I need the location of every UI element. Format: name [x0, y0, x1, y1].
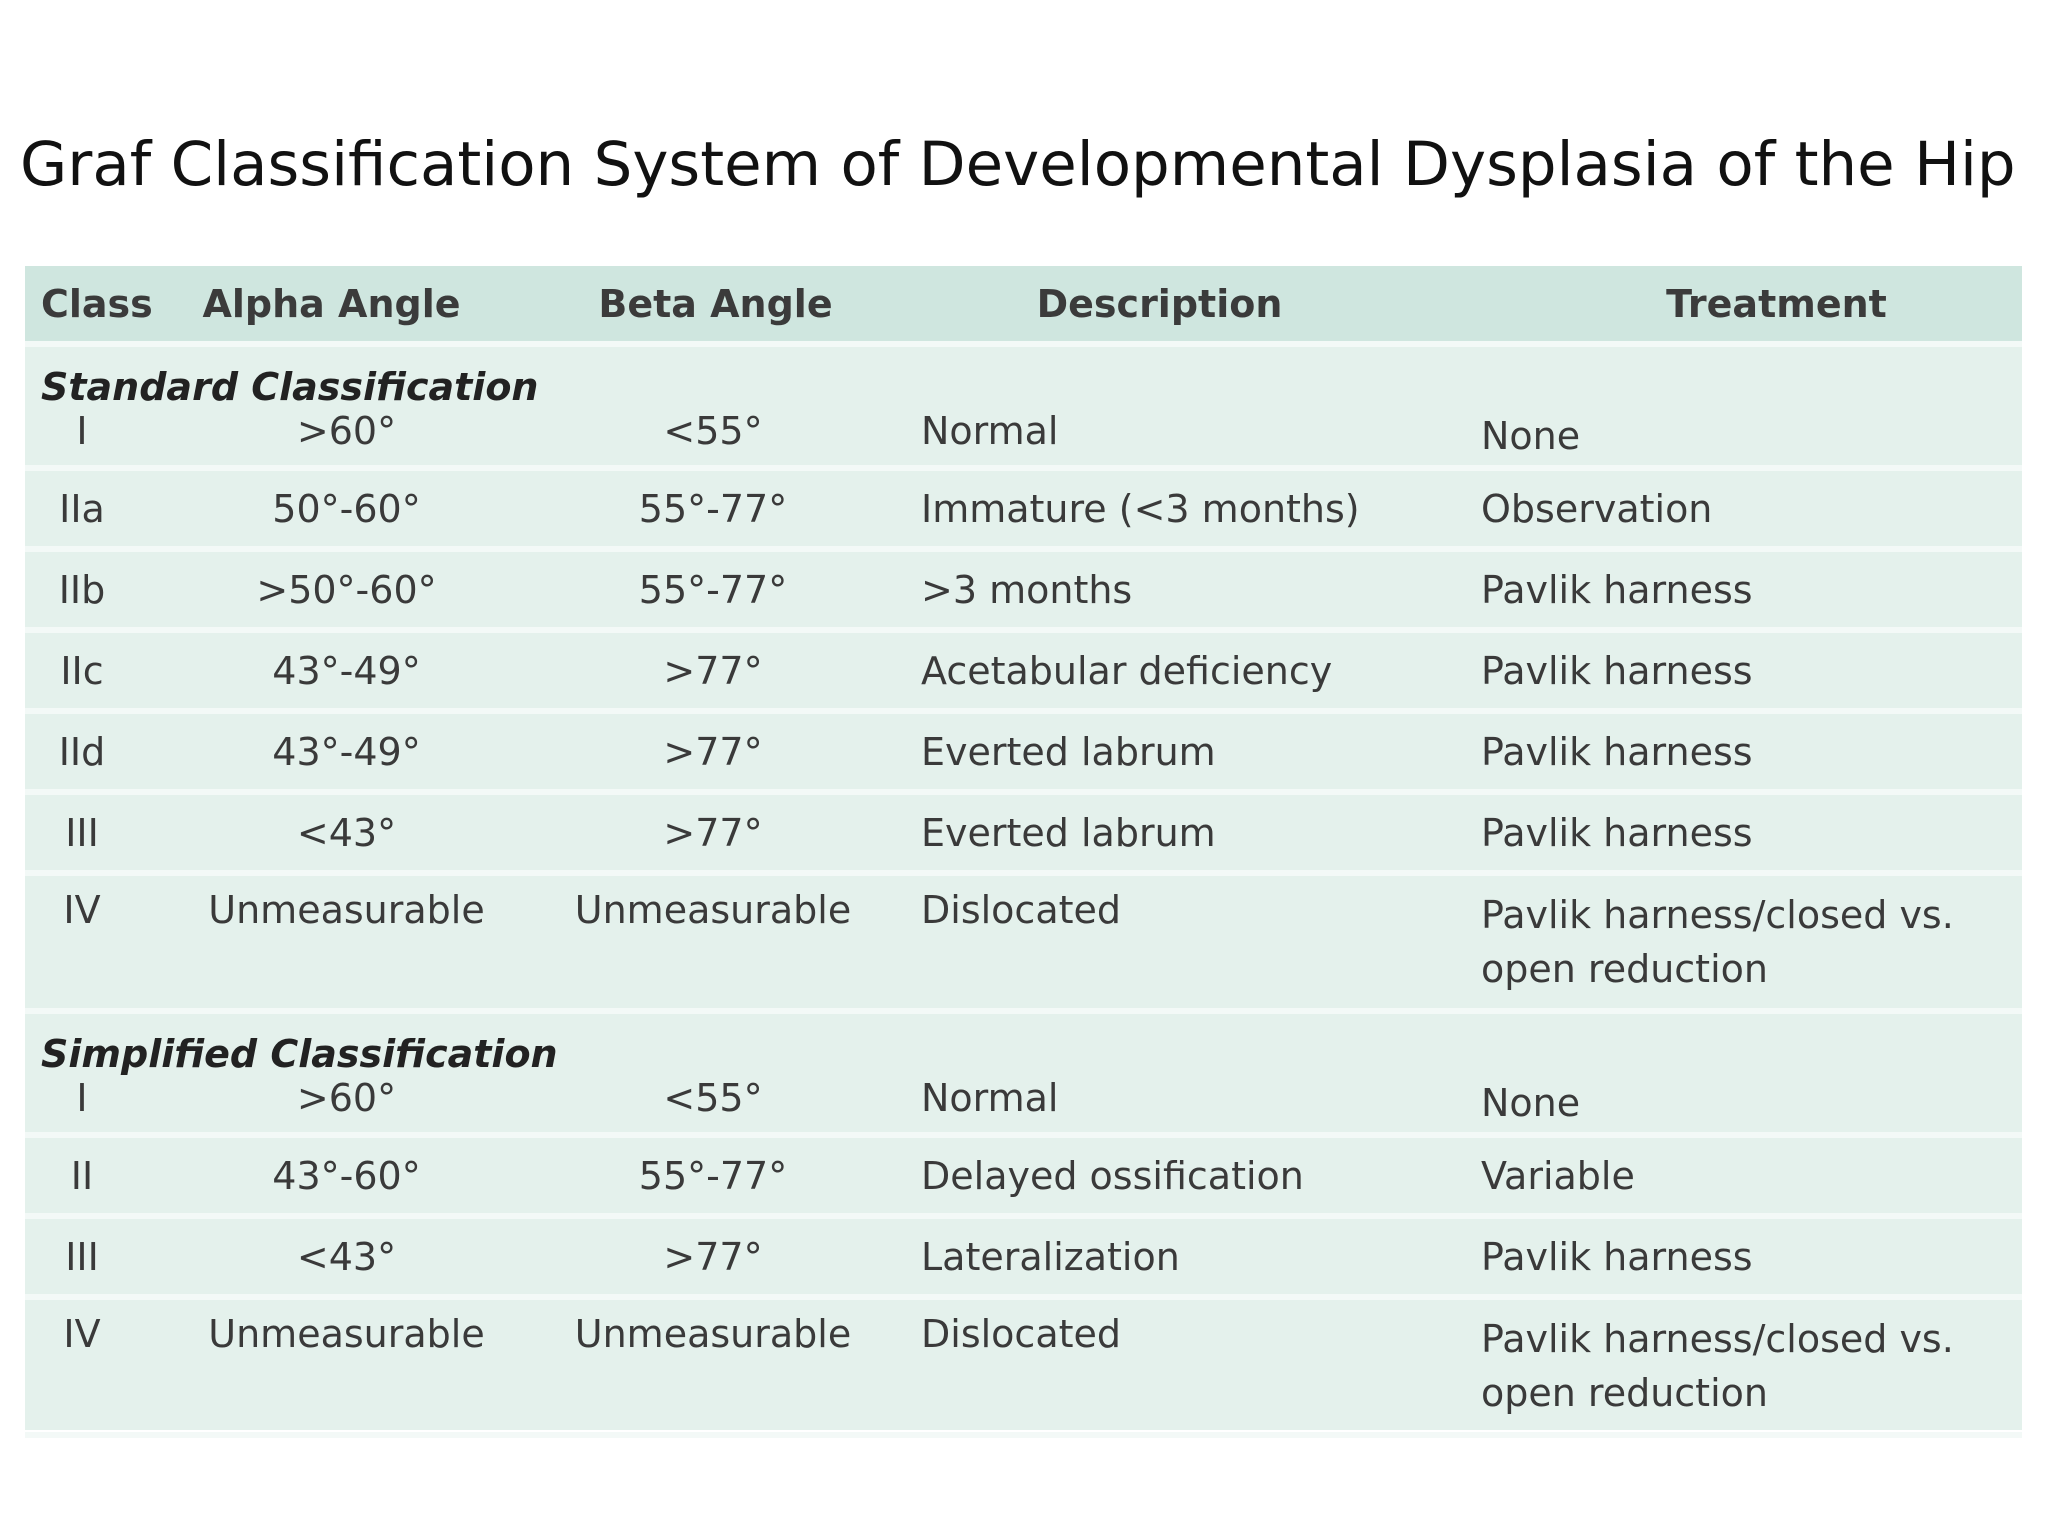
class-cell: III: [25, 795, 175, 876]
beta-angle-cell: <55°: [518, 409, 918, 471]
treatment-cell: Pavlik harness: [1481, 1219, 2022, 1300]
class-cell: III: [25, 1219, 175, 1300]
description-cell: Dislocated: [918, 876, 1481, 1014]
description-cell: Lateralization: [918, 1219, 1481, 1300]
alpha-angle-cell: 50°-60°: [175, 471, 518, 552]
beta-angle-cell: <55°: [518, 1076, 918, 1138]
treatment-cell: Observation: [1481, 471, 2022, 552]
description-cell: Acetabular deficiency: [918, 633, 1481, 714]
class-cell: IIb: [25, 552, 175, 633]
section-row-simplified: Simplified Classification: [25, 1014, 2022, 1076]
section-label-standard: Standard Classification: [41, 365, 539, 409]
table-body: Standard Classification I >60° <55° Norm…: [25, 347, 2022, 1438]
alpha-angle-cell: >60°: [175, 409, 518, 471]
treatment-cell: Pavlik harness: [1481, 552, 2022, 633]
description-cell: Normal: [918, 409, 1481, 471]
description-cell: Delayed ossification: [918, 1138, 1481, 1219]
alpha-angle-cell: Unmeasurable: [175, 876, 518, 1014]
class-cell: I: [25, 409, 175, 471]
table-row: IIc 43°-49° >77° Acetabular deficiency P…: [25, 633, 2022, 714]
treatment-cell: Variable: [1481, 1138, 2022, 1219]
description-cell: Everted labrum: [918, 795, 1481, 876]
class-cell: IV: [25, 1300, 175, 1438]
treatment-cell: Pavlik harness: [1481, 714, 2022, 795]
table-row: IIb >50°-60° 55°-77° >3 months Pavlik ha…: [25, 552, 2022, 633]
section-label-simplified: Simplified Classification: [41, 1032, 558, 1076]
column-header-class: Class: [25, 266, 175, 347]
column-header-treatment: Treatment: [1481, 266, 2022, 347]
page-title: Graf Classification System of Developmen…: [20, 129, 2016, 200]
table-header: Class Alpha Angle Beta Angle Description…: [25, 266, 2022, 347]
treatment-cell: None: [1481, 409, 2022, 471]
alpha-angle-cell: 43°-49°: [175, 714, 518, 795]
description-cell: Immature (<3 months): [918, 471, 1481, 552]
description-cell: Everted labrum: [918, 714, 1481, 795]
treatment-cell: Pavlik harness/closed vs. open reduction: [1481, 1300, 2022, 1438]
beta-angle-cell: 55°-77°: [518, 471, 918, 552]
header-row: Class Alpha Angle Beta Angle Description…: [25, 266, 2022, 347]
classification-table: Class Alpha Angle Beta Angle Description…: [25, 266, 2022, 1438]
description-cell: Normal: [918, 1076, 1481, 1138]
section-row-standard: Standard Classification: [25, 347, 2022, 409]
class-cell: IId: [25, 714, 175, 795]
alpha-angle-cell: <43°: [175, 1219, 518, 1300]
beta-angle-cell: 55°-77°: [518, 552, 918, 633]
treatment-cell: Pavlik harness: [1481, 795, 2022, 876]
alpha-angle-cell: >50°-60°: [175, 552, 518, 633]
alpha-angle-cell: <43°: [175, 795, 518, 876]
alpha-angle-cell: 43°-60°: [175, 1138, 518, 1219]
treatment-cell: Pavlik harness: [1481, 633, 2022, 714]
alpha-angle-cell: Unmeasurable: [175, 1300, 518, 1438]
table-row: IV Unmeasurable Unmeasurable Dislocated …: [25, 876, 2022, 1014]
column-header-alpha-angle: Alpha Angle: [175, 266, 518, 347]
beta-angle-cell: Unmeasurable: [518, 876, 918, 1014]
table-row: III <43° >77° Everted labrum Pavlik harn…: [25, 795, 2022, 876]
class-cell: I: [25, 1076, 175, 1138]
class-cell: IIc: [25, 633, 175, 714]
treatment-cell: None: [1481, 1076, 2022, 1138]
table-row: IId 43°-49° >77° Everted labrum Pavlik h…: [25, 714, 2022, 795]
table-row: III <43° >77° Lateralization Pavlik harn…: [25, 1219, 2022, 1300]
beta-angle-cell: Unmeasurable: [518, 1300, 918, 1438]
table-row: I >60° <55° Normal None: [25, 409, 2022, 471]
alpha-angle-cell: 43°-49°: [175, 633, 518, 714]
beta-angle-cell: >77°: [518, 633, 918, 714]
classification-table-container: Class Alpha Angle Beta Angle Description…: [25, 266, 2022, 1438]
column-header-beta-angle: Beta Angle: [518, 266, 918, 347]
class-cell: IIa: [25, 471, 175, 552]
table-row: IV Unmeasurable Unmeasurable Dislocated …: [25, 1300, 2022, 1438]
class-cell: IV: [25, 876, 175, 1014]
alpha-angle-cell: >60°: [175, 1076, 518, 1138]
column-header-description: Description: [918, 266, 1481, 347]
description-cell: >3 months: [918, 552, 1481, 633]
table-row: IIa 50°-60° 55°-77° Immature (<3 months)…: [25, 471, 2022, 552]
beta-angle-cell: >77°: [518, 795, 918, 876]
class-cell: II: [25, 1138, 175, 1219]
table-row: II 43°-60° 55°-77° Delayed ossification …: [25, 1138, 2022, 1219]
description-cell: Dislocated: [918, 1300, 1481, 1438]
treatment-cell: Pavlik harness/closed vs. open reduction: [1481, 876, 2022, 1014]
table-row: I >60° <55° Normal None: [25, 1076, 2022, 1138]
beta-angle-cell: >77°: [518, 714, 918, 795]
beta-angle-cell: 55°-77°: [518, 1138, 918, 1219]
beta-angle-cell: >77°: [518, 1219, 918, 1300]
